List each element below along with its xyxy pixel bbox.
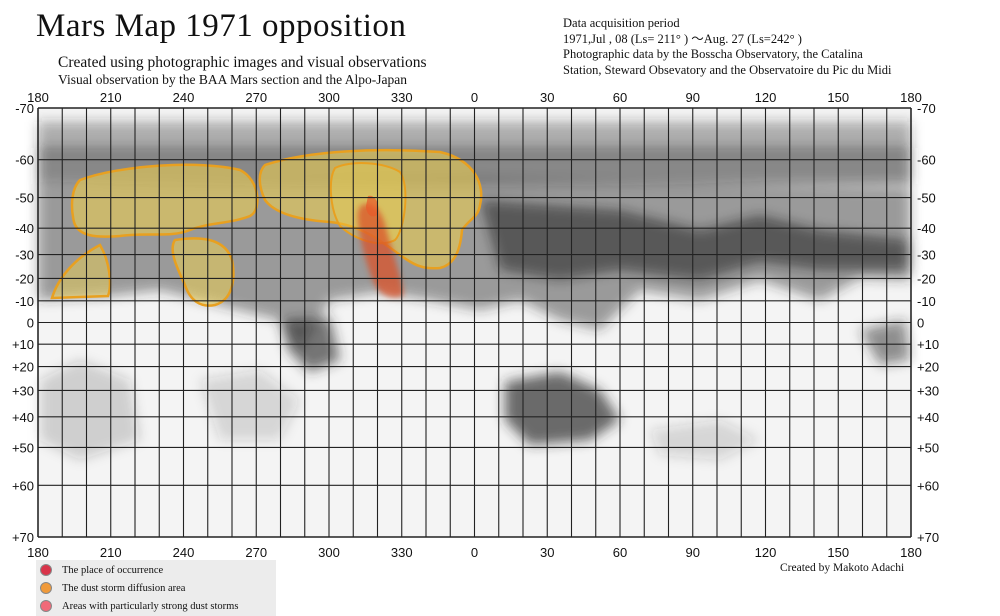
latitude-label-right: +50: [917, 440, 939, 455]
longitude-label-bottom: 90: [686, 545, 700, 560]
longitude-label-bottom: 180: [900, 545, 922, 560]
legend-item-strong: Areas with particularly strong dust stor…: [40, 600, 238, 612]
latitude-label-right: +20: [917, 360, 939, 375]
longitude-label-top: 240: [173, 90, 195, 105]
occurrence-marker-icon: [40, 564, 52, 576]
latitude-label-right: 0: [917, 316, 924, 331]
map-legend: The place of occurrence The dust storm d…: [36, 560, 276, 616]
latitude-label-left: -10: [15, 294, 34, 309]
longitude-label-top: 180: [27, 90, 49, 105]
longitude-label-top: 120: [755, 90, 777, 105]
longitude-label-top: 90: [686, 90, 700, 105]
longitude-label-bottom: 0: [471, 545, 478, 560]
latitude-label-left: 0: [27, 316, 34, 331]
latitude-label-left: -60: [15, 153, 34, 168]
latitude-label-right: +10: [917, 337, 939, 352]
longitude-label-top: 60: [613, 90, 627, 105]
latitude-label-left: -20: [15, 271, 34, 286]
longitude-label-top: 0: [471, 90, 478, 105]
latitude-label-right: -20: [917, 271, 936, 286]
latitude-label-right: -10: [917, 294, 936, 309]
diffusion-marker-icon: [40, 582, 52, 594]
latitude-label-right: -30: [917, 248, 936, 263]
longitude-label-bottom: 60: [613, 545, 627, 560]
longitude-label-bottom: 120: [755, 545, 777, 560]
longitude-label-top: 150: [827, 90, 849, 105]
latitude-label-left: +70: [12, 530, 34, 545]
strong-dust-storm-area: [357, 195, 404, 298]
info-line-photo-1: Photographic data by the Bosscha Observa…: [563, 47, 863, 61]
data-info-block: Data acquisition period 1971,Jul , 08 (L…: [563, 16, 891, 78]
latitude-label-left: +30: [12, 383, 34, 398]
longitude-label-top: 300: [318, 90, 340, 105]
legend-label-occurrence: The place of occurrence: [62, 564, 164, 576]
longitude-label-top: 270: [245, 90, 267, 105]
longitude-label-top: 210: [100, 90, 122, 105]
latitude-label-left: +50: [12, 440, 34, 455]
latitude-label-left: +60: [12, 478, 34, 493]
legend-label-strong: Areas with particularly strong dust stor…: [62, 600, 239, 612]
latitude-label-left: +10: [12, 337, 34, 352]
latitude-label-right: +40: [917, 410, 939, 425]
longitude-label-bottom: 150: [827, 545, 849, 560]
longitude-label-bottom: 330: [391, 545, 413, 560]
map-subtitle: Created using photographic images and vi…: [58, 54, 427, 71]
latitude-label-left: -50: [15, 191, 34, 206]
info-line-period-label: Data acquisition period: [563, 16, 680, 30]
info-line-period: 1971,Jul , 08 (Ls= 211° ) ～Aug. 27 (Ls=2…: [563, 31, 802, 46]
latitude-label-left: -30: [15, 248, 34, 263]
latitude-label-right: +60: [917, 478, 939, 493]
longitude-label-bottom: 210: [100, 545, 122, 560]
longitude-label-bottom: 180: [27, 545, 49, 560]
latitude-label-left: +40: [12, 410, 34, 425]
legend-item-occurrence: The place of occurrence: [40, 564, 163, 576]
latitude-label-left: -70: [15, 101, 34, 116]
latitude-label-right: +70: [917, 530, 939, 545]
longitude-label-top: 330: [391, 90, 413, 105]
longitude-label-top: 180: [900, 90, 922, 105]
latitude-label-right: -60: [917, 153, 936, 168]
strong-marker-icon: [40, 600, 52, 612]
latitude-label-right: -50: [917, 191, 936, 206]
longitude-label-bottom: 240: [173, 545, 195, 560]
map-title: Mars Map 1971 opposition: [36, 8, 407, 44]
coordinate-labels: 1801802102102402402702703003003303300030…: [12, 90, 939, 560]
latitude-label-right: -40: [917, 221, 936, 236]
info-line-photo-2: Station, Steward Obsevatory and the Obse…: [563, 62, 892, 77]
observation-credit: Visual observation by the BAA Mars secti…: [58, 72, 408, 87]
author-credit: Created by Makoto Adachi: [780, 562, 905, 574]
latitude-label-right: +30: [917, 383, 939, 398]
coordinate-grid: [37, 107, 912, 538]
latitude-label-left: +20: [12, 360, 34, 375]
longitude-label-bottom: 270: [245, 545, 267, 560]
longitude-label-bottom: 300: [318, 545, 340, 560]
legend-label-diffusion: The dust storm diffusion area: [62, 582, 186, 594]
legend-item-diffusion: The dust storm diffusion area: [40, 582, 185, 594]
longitude-label-top: 30: [540, 90, 554, 105]
latitude-label-right: -70: [917, 101, 936, 116]
latitude-label-left: -40: [15, 221, 34, 236]
longitude-label-bottom: 30: [540, 545, 554, 560]
